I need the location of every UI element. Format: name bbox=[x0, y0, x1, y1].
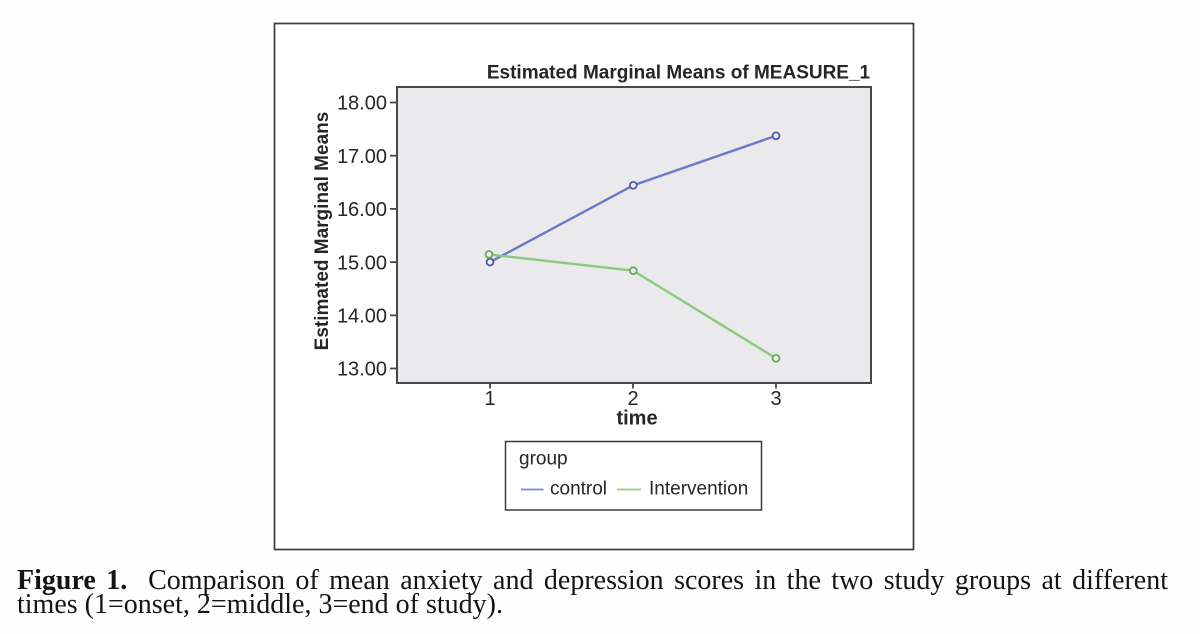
svg-text:15.00: 15.00 bbox=[337, 252, 387, 274]
svg-text:17.00: 17.00 bbox=[337, 146, 387, 168]
svg-text:13.00: 13.00 bbox=[337, 359, 387, 381]
svg-text:Intervention: Intervention bbox=[649, 479, 748, 500]
svg-text:14.00: 14.00 bbox=[337, 306, 387, 328]
svg-text:16.00: 16.00 bbox=[337, 199, 387, 221]
svg-text:time: time bbox=[616, 408, 657, 430]
svg-text:control: control bbox=[550, 479, 607, 500]
svg-text:1: 1 bbox=[484, 388, 495, 410]
svg-text:2: 2 bbox=[627, 388, 638, 410]
svg-text:group: group bbox=[519, 449, 568, 470]
svg-text:3: 3 bbox=[770, 388, 781, 410]
svg-text:Estimated Marginal Means: Estimated Marginal Means bbox=[312, 112, 333, 351]
svg-text:18.00: 18.00 bbox=[337, 93, 387, 115]
svg-text:Estimated Marginal Means of ME: Estimated Marginal Means of MEASURE_1 bbox=[487, 63, 871, 84]
